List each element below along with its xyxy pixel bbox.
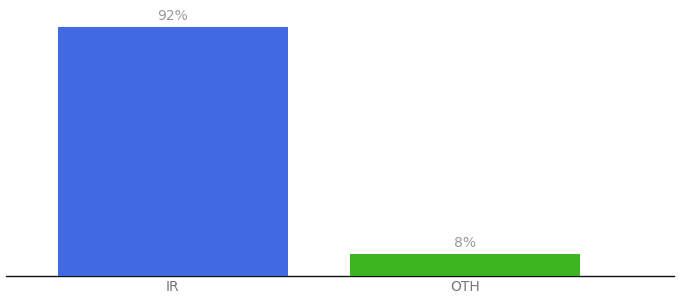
Text: 92%: 92% [157, 9, 188, 23]
Text: 8%: 8% [454, 236, 477, 250]
Bar [58, 27, 288, 276]
Bar [350, 254, 581, 276]
